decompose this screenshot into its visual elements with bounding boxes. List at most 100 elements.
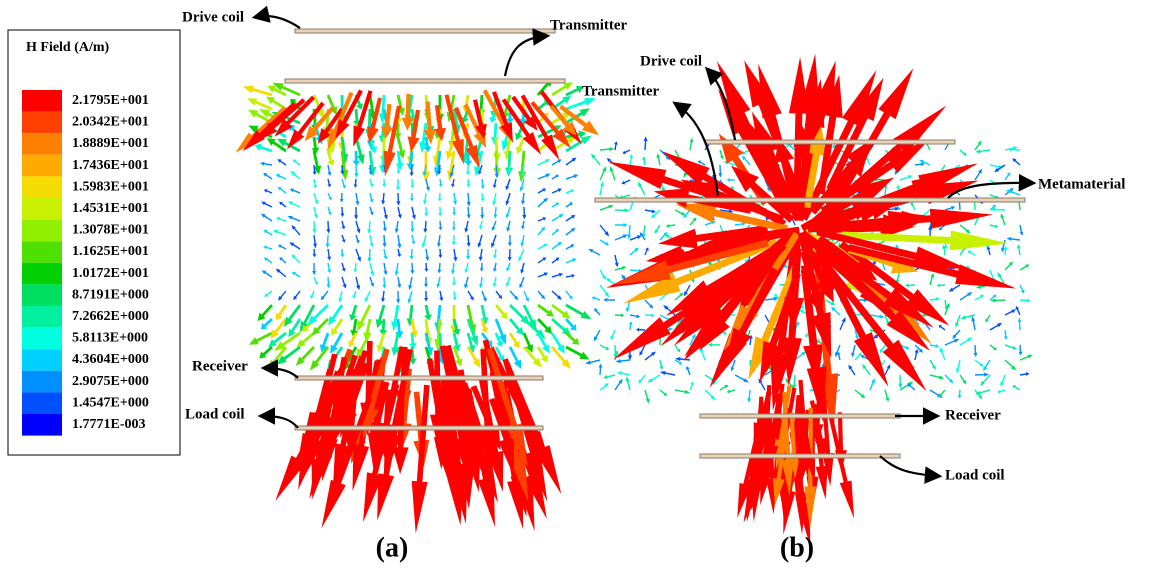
field-arrow bbox=[644, 136, 648, 150]
field-arrow bbox=[645, 300, 654, 309]
field-arrow bbox=[506, 221, 510, 232]
field-arrow bbox=[338, 291, 342, 303]
coil bbox=[700, 414, 900, 418]
field-arrow bbox=[520, 235, 524, 247]
field-arrow bbox=[599, 166, 606, 180]
legend-label: 1.4547E+000 bbox=[72, 395, 149, 410]
field-arrow bbox=[900, 175, 913, 180]
field-arrow bbox=[591, 153, 601, 165]
field-arrow bbox=[509, 332, 520, 348]
field-arrow bbox=[862, 364, 870, 375]
field-arrow bbox=[506, 179, 511, 191]
field-arrow bbox=[327, 207, 331, 215]
field-arrow bbox=[552, 242, 563, 250]
field-arrow bbox=[261, 202, 272, 208]
field-arrow bbox=[326, 221, 330, 234]
field-arrow bbox=[480, 207, 484, 219]
field-arrow bbox=[930, 344, 939, 348]
field-arrow bbox=[600, 239, 610, 245]
field-arrow bbox=[397, 235, 401, 249]
field-arrow bbox=[293, 291, 300, 301]
field-arrow bbox=[603, 298, 615, 302]
legend-swatch bbox=[22, 392, 62, 414]
field-arrow bbox=[381, 291, 385, 302]
pointer bbox=[262, 416, 298, 428]
coil-label: Metamaterial bbox=[1038, 176, 1125, 192]
legend-swatch bbox=[22, 284, 62, 306]
field-arrow bbox=[508, 235, 512, 247]
field-arrow bbox=[552, 159, 562, 165]
field-arrow bbox=[341, 235, 345, 243]
coil bbox=[595, 198, 1025, 202]
field-arrow bbox=[538, 188, 546, 193]
legend-swatch bbox=[22, 90, 62, 112]
field-arrow bbox=[481, 193, 485, 202]
legend-swatch bbox=[22, 263, 62, 285]
field-arrow bbox=[552, 273, 563, 278]
field-arrow bbox=[615, 266, 627, 271]
field-arrow bbox=[438, 193, 442, 201]
field-arrow bbox=[552, 258, 560, 264]
field-arrow bbox=[975, 360, 984, 367]
legend-swatch bbox=[22, 241, 62, 263]
field-arrow bbox=[292, 272, 300, 278]
field-arrow bbox=[355, 277, 360, 291]
field-arrow bbox=[263, 173, 272, 180]
field-arrow bbox=[974, 169, 982, 181]
field-arrow bbox=[519, 249, 525, 262]
field-arrow bbox=[261, 214, 273, 222]
field-arrow bbox=[997, 389, 1005, 393]
field-arrow bbox=[594, 330, 601, 342]
field-arrow bbox=[884, 364, 890, 375]
field-arrow bbox=[518, 151, 526, 183]
legend-swatch bbox=[22, 371, 62, 393]
field-arrow bbox=[466, 179, 470, 187]
field-arrow bbox=[288, 201, 301, 207]
legend-swatch bbox=[22, 176, 62, 198]
field-arrow bbox=[537, 304, 554, 317]
field-arrow bbox=[675, 389, 690, 394]
field-arrow bbox=[479, 221, 483, 229]
field-arrow bbox=[975, 295, 984, 301]
field-arrow bbox=[1017, 244, 1021, 255]
field-arrow bbox=[930, 297, 940, 301]
field-arrow bbox=[990, 224, 999, 228]
field-arrow bbox=[467, 291, 473, 301]
field-arrow bbox=[519, 277, 524, 289]
field-arrow bbox=[278, 187, 287, 194]
field-arrow bbox=[321, 291, 329, 301]
legend-label: 1.7436E+001 bbox=[72, 158, 149, 173]
field-arrow bbox=[453, 193, 457, 205]
field-arrow bbox=[985, 315, 990, 323]
field-arrow bbox=[538, 159, 550, 166]
field-arrow bbox=[647, 374, 660, 382]
field-arrow bbox=[451, 179, 455, 187]
field-arrow bbox=[905, 283, 915, 287]
field-arrow bbox=[506, 277, 511, 287]
coil bbox=[295, 376, 543, 380]
field-arrow bbox=[626, 376, 631, 390]
field-arrow bbox=[898, 375, 902, 388]
field-arrow bbox=[396, 179, 400, 191]
field-arrow bbox=[945, 206, 955, 211]
field-arrow bbox=[352, 291, 357, 299]
field-arrow bbox=[313, 207, 318, 219]
field-arrow bbox=[520, 263, 524, 274]
legend-label: 1.4531E+001 bbox=[72, 201, 149, 216]
legend-label: 1.7771E-003 bbox=[72, 417, 146, 432]
legend-swatch bbox=[22, 306, 62, 328]
field-arrow bbox=[603, 374, 615, 379]
field-arrow bbox=[425, 249, 429, 261]
field-arrow bbox=[355, 193, 359, 206]
field-arrow bbox=[1005, 344, 1017, 349]
field-arrow bbox=[473, 99, 487, 139]
field-arrow bbox=[340, 207, 344, 217]
field-arrow bbox=[645, 313, 655, 317]
field-arrow bbox=[708, 343, 720, 347]
legend-label: 2.1795E+001 bbox=[72, 93, 149, 108]
field-arrow bbox=[599, 364, 603, 376]
field-arrow bbox=[349, 305, 357, 321]
field-arrow bbox=[424, 291, 428, 302]
coil-label: Transmitter bbox=[582, 83, 660, 99]
field-arrow bbox=[718, 165, 722, 178]
